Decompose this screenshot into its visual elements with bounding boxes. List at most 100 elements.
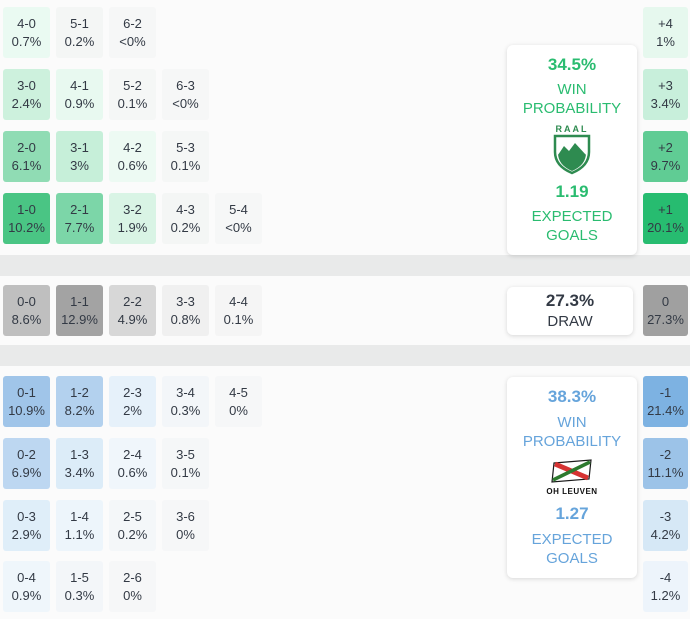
score-label: 2-4 [123, 446, 142, 462]
probability-label: 0% [123, 587, 142, 603]
score-label: 1-2 [70, 384, 89, 400]
probability-label: 7.7% [64, 219, 95, 235]
margin-cell-+4: +4 1% [643, 7, 688, 58]
score-label: 6-2 [123, 15, 142, 31]
home-score-cell-3-1: 3-1 3% [56, 131, 103, 182]
score-label: 1-1 [70, 293, 89, 309]
score-label: 4-1 [70, 77, 89, 93]
home-score-cell-5-4: 5-4 <0% [215, 193, 262, 244]
score-label: +2 [658, 139, 673, 155]
home-score-cell-5-2: 5-2 0.1% [109, 69, 156, 120]
away-expected-goals-caption: EXPECTED GOALS [532, 530, 613, 568]
away-score-cell-2-3: 2-3 2% [109, 376, 156, 427]
score-label: +4 [658, 15, 673, 31]
probability-label: 0.3% [170, 402, 201, 418]
score-label: 2-3 [123, 384, 142, 400]
draw-score-cell-3-3: 3-3 0.8% [162, 285, 209, 336]
margin-cell--1: -1 21.4% [643, 376, 688, 427]
score-label: -2 [659, 446, 672, 462]
score-label: 3-5 [176, 446, 195, 462]
probability-label: 6.1% [11, 157, 42, 173]
home-score-cell-6-2: 6-2 <0% [109, 7, 156, 58]
margin-cell-+2: +2 9.7% [643, 131, 688, 182]
home-score-cell-4-0: 4-0 0.7% [3, 7, 50, 58]
away-score-cell-0-2: 0-2 6.9% [3, 438, 50, 489]
draw-score-cell-0-0: 0-0 8.6% [3, 285, 50, 336]
away-score-cell-2-4: 2-4 0.6% [109, 438, 156, 489]
away-score-cell-0-1: 0-1 10.9% [3, 376, 50, 427]
score-label: 0-2 [17, 446, 36, 462]
probability-label: 0.1% [170, 157, 201, 173]
draw-label: DRAW [547, 313, 593, 330]
oh-leuven-logo-icon: OH LEUVEN [546, 458, 597, 496]
probability-label: 8.2% [64, 402, 95, 418]
margin-cell-0: 0 27.3% [643, 285, 688, 336]
probability-label: 3.4% [64, 464, 95, 480]
probability-label: 11.1% [647, 464, 684, 480]
probability-label: 1.9% [117, 219, 148, 235]
away-score-cell-1-4: 1-4 1.1% [56, 500, 103, 551]
probability-label: 0% [229, 402, 248, 418]
home-win-panel: 34.5% WIN PROBABILITY RAAL 1.19 EXPECTED… [507, 45, 637, 255]
home-score-cell-3-2: 3-2 1.9% [109, 193, 156, 244]
goals-label: GOALS [546, 227, 598, 244]
score-label: 5-4 [229, 201, 248, 217]
probability-label: 4.2% [650, 526, 681, 542]
draw-score-cell-4-4: 4-4 0.1% [215, 285, 262, 336]
probability-label: 3% [70, 157, 89, 173]
score-label: 1-3 [70, 446, 89, 462]
probability-label: 20.1% [647, 219, 684, 235]
away-win-probability: 38.3% [547, 387, 597, 406]
away-expected-goals: 1.27 [555, 503, 589, 523]
score-label: 0-0 [17, 293, 36, 309]
draw-score-cell-1-1: 1-1 12.9% [56, 285, 103, 336]
home-score-cell-5-3: 5-3 0.1% [162, 131, 209, 182]
score-label: 1-5 [70, 569, 89, 585]
raal-crest-icon: RAAL [553, 124, 591, 175]
margin-cell--2: -2 11.1% [643, 438, 688, 489]
draw-score-cell-2-2: 2-2 4.9% [109, 285, 156, 336]
score-label: 0-3 [17, 508, 36, 524]
away-score-cell-0-4: 0-4 0.9% [3, 561, 50, 612]
raal-mountain-shape [558, 143, 586, 171]
probability-label: <0% [172, 95, 199, 111]
section-divider [0, 345, 690, 366]
probability-label: 2% [123, 402, 142, 418]
draw-panel: 27.3% DRAW [507, 287, 633, 335]
probability-label: 0.7% [11, 33, 42, 49]
margin-cell-+1: +1 20.1% [643, 193, 688, 244]
probability-label: 0.1% [223, 311, 254, 327]
probability-label: 0.9% [11, 587, 42, 603]
goals-label: GOALS [546, 550, 598, 567]
probability-label: 0.2% [170, 219, 201, 235]
away-score-cell-0-3: 0-3 2.9% [3, 500, 50, 551]
probability-label: 0.8% [170, 311, 201, 327]
probability-label: 1.2% [650, 587, 681, 603]
probability-label: 0.2% [117, 526, 148, 542]
away-score-cell-1-5: 1-5 0.3% [56, 561, 103, 612]
probability-label: 0.6% [117, 157, 148, 173]
probability-label: 0% [176, 526, 195, 542]
win-label: WIN [557, 414, 587, 432]
home-score-cell-1-0: 1-0 10.2% [3, 193, 50, 244]
section-divider [0, 255, 690, 276]
score-label: +1 [658, 201, 673, 217]
away-score-cell-3-4: 3-4 0.3% [162, 376, 209, 427]
probability-label: 1% [656, 33, 675, 49]
probability-label: <0% [119, 33, 146, 49]
probability-label: 8.6% [11, 311, 42, 327]
score-label: 4-0 [17, 15, 36, 31]
home-score-cell-6-3: 6-3 <0% [162, 69, 209, 120]
home-expected-goals-caption: EXPECTED GOALS [532, 207, 613, 245]
probability-label: PROBABILITY [522, 433, 622, 451]
home-score-cell-4-2: 4-2 0.6% [109, 131, 156, 182]
score-label: 3-2 [123, 201, 142, 217]
score-label: 0-4 [17, 569, 36, 585]
home-score-cell-3-0: 3-0 2.4% [3, 69, 50, 120]
probability-label: 3.4% [650, 95, 681, 111]
probability-label: <0% [225, 219, 252, 235]
raal-crest-text: RAAL [556, 124, 589, 134]
probability-label: 2.9% [11, 526, 42, 542]
